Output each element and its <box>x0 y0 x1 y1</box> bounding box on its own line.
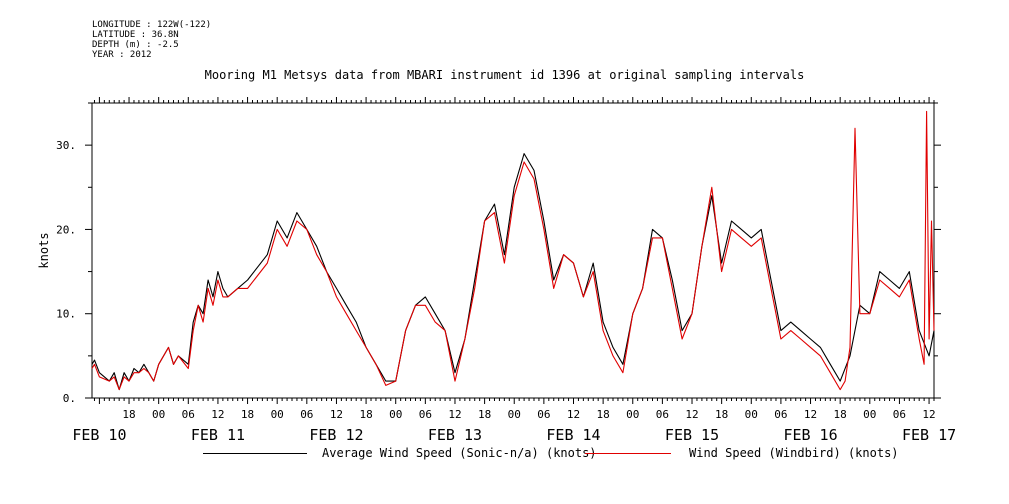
day-label: FEB 17 <box>902 426 956 444</box>
day-label: FEB 13 <box>428 426 482 444</box>
latitude-text: LATITUDE : 36.8N <box>92 30 179 40</box>
day-label: FEB 15 <box>665 426 719 444</box>
year-text: YEAR : 2012 <box>92 50 152 60</box>
x-tick-label: 00 <box>271 408 284 421</box>
x-tick-label: 12 <box>330 408 343 421</box>
legend-line-average-wind <box>203 453 307 454</box>
x-tick-label: 12 <box>922 408 935 421</box>
y-tick-label: 30. <box>56 139 76 152</box>
x-tick-label: 18 <box>241 408 254 421</box>
x-tick-label: 00 <box>508 408 521 421</box>
y-tick-label: 10. <box>56 308 76 321</box>
day-label: FEB 16 <box>783 426 837 444</box>
mooring-metadata: LONGITUDE : 122W(-122) LATITUDE : 36.8N … <box>92 20 211 60</box>
x-tick-label: 00 <box>389 408 402 421</box>
series-line-windbird <box>91 110 935 391</box>
x-tick-label: 12 <box>211 408 224 421</box>
legend-label-windbird: Wind Speed (Windbird) (knots) <box>689 446 899 460</box>
x-tick-label: 18 <box>359 408 372 421</box>
x-tick-label: 18 <box>715 408 728 421</box>
x-tick-label: 06 <box>182 408 195 421</box>
x-tick-label: 18 <box>597 408 610 421</box>
x-tick-label: 18 <box>834 408 847 421</box>
legend-label-average-wind: Average Wind Speed (Sonic-n/a) (knots) <box>322 446 597 460</box>
x-tick-label: 06 <box>419 408 432 421</box>
day-label: FEB 11 <box>191 426 245 444</box>
x-tick-label: 18 <box>122 408 135 421</box>
x-tick-label: 12 <box>804 408 817 421</box>
chart-title: Mooring M1 Metsys data from MBARI instru… <box>204 68 805 82</box>
y-tick-label: 0. <box>63 392 76 405</box>
legend-line-windbird <box>585 453 671 454</box>
x-tick-label: 06 <box>893 408 906 421</box>
x-tick-label: 06 <box>300 408 313 421</box>
y-axis-label: knots <box>37 232 51 268</box>
x-tick-label: 12 <box>567 408 580 421</box>
x-tick-label: 06 <box>656 408 669 421</box>
day-label: FEB 12 <box>309 426 363 444</box>
day-label: FEB 14 <box>546 426 600 444</box>
series-line-average-wind <box>91 153 935 391</box>
y-tick-label: 20. <box>56 223 76 236</box>
depth-text: DEPTH (m) : -2.5 <box>92 40 179 50</box>
day-label: FEB 10 <box>72 426 126 444</box>
x-tick-label: 06 <box>537 408 550 421</box>
x-tick-label: 12 <box>448 408 461 421</box>
x-tick-label: 00 <box>863 408 876 421</box>
x-tick-label: 00 <box>152 408 165 421</box>
x-tick-label: 18 <box>478 408 491 421</box>
longitude-text: LONGITUDE : 122W(-122) <box>92 20 212 30</box>
x-tick-label: 12 <box>685 408 698 421</box>
x-tick-label: 00 <box>745 408 758 421</box>
x-tick-label: 00 <box>626 408 639 421</box>
plot-frame <box>91 102 935 399</box>
x-tick-label: 06 <box>774 408 787 421</box>
